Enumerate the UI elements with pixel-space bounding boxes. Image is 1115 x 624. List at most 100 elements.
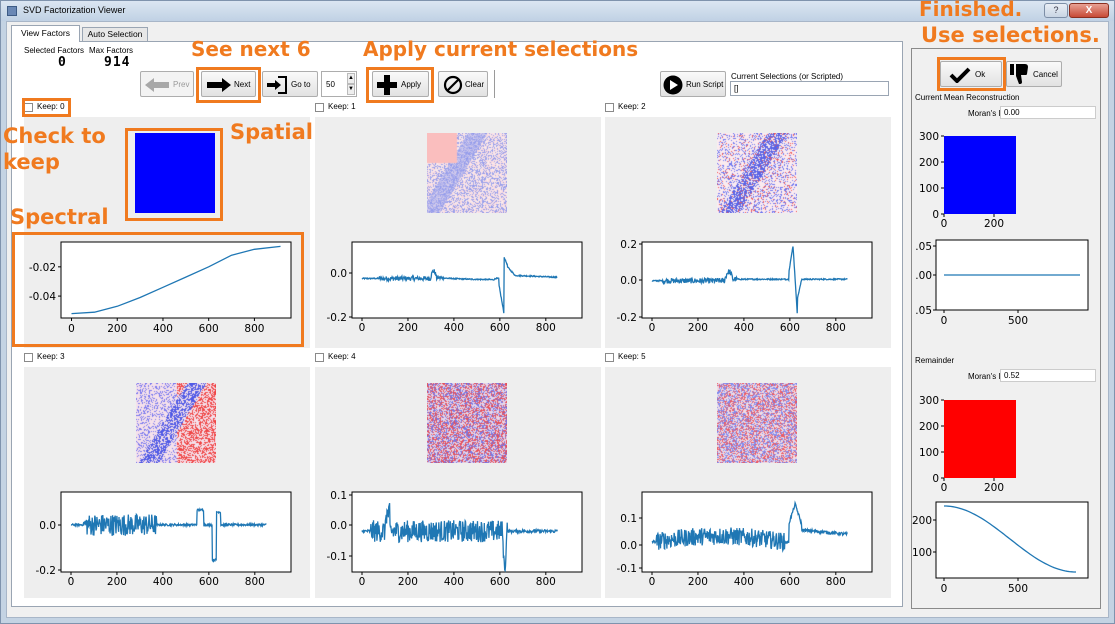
ok-button[interactable]: Ok [940,61,1002,87]
close-button[interactable]: X [1069,3,1109,18]
tab-view-factors[interactable]: View Factors [11,25,80,42]
current-selections-input[interactable]: [] [730,81,889,96]
y-tick-label: 100 [912,547,932,559]
remainder-label: Remainder [915,356,955,365]
max-factors-label: Max Factors [89,46,134,55]
checkmark-icon [949,67,971,83]
spectral-plot-5: 0 200 400 600 800 0.1 0.0 -0.1 [617,491,873,588]
y-tick-label: -0.02 [29,262,56,274]
x-tick-label: 0 [941,315,948,327]
x-tick-label: 200 [688,576,708,588]
spatial-heatmap [944,400,1016,478]
y-tick-label: -0.2 [36,565,57,577]
plus-icon [377,75,397,95]
spectral-plot-2: 0 200 400 600 800 0.2 0.0 -0.2 [617,239,873,334]
prev-button[interactable]: Prev [140,71,194,97]
run-script-button[interactable]: Run Script [660,71,726,97]
y-tick-label: .05 [915,241,932,253]
y-tick-label: 0 [932,209,939,221]
x-tick-label: 400 [734,322,754,334]
remainder-spatial-plot: 300 200 100 00 200 [919,395,1016,494]
x-tick-label: 0 [649,576,656,588]
x-tick-label: 200 [984,218,1004,230]
y-tick-label: 300 [919,395,939,407]
max-factors-count: 914 [104,55,131,70]
title-bar[interactable]: SVD Factorization Viewer ? X [1,1,1114,21]
x-tick-label: 600 [490,576,510,588]
goto-spinbox[interactable]: 50 ▲ ▼ [321,71,357,97]
goto-button[interactable]: Go to [262,71,318,97]
x-tick-label: 0 [941,583,948,595]
x-tick-label: 0 [359,576,366,588]
y-tick-label: 0.0 [620,275,637,287]
series-line [944,505,1076,573]
plot-frame [60,241,292,319]
apply-button[interactable]: Apply [372,71,429,97]
help-button[interactable]: ? [1044,3,1068,18]
y-tick-label: 0.1 [620,513,637,525]
x-tick-label: 200 [688,322,708,334]
clear-button[interactable]: Clear [438,71,488,97]
moran-value-mean[interactable]: 0.00 [1000,106,1096,119]
x-tick-label: 400 [734,576,754,588]
x-tick-label: 0 [359,322,366,334]
arrow-left-icon [145,78,169,92]
x-tick-label: 600 [490,322,510,334]
moran-label-remainder: Moran's I [968,372,1001,381]
series-line [651,500,848,553]
x-tick-label: 200 [398,322,418,334]
x-tick-label: 400 [444,322,464,334]
y-tick-label: 200 [919,157,939,169]
spatial-map-5 [717,383,797,463]
mean-spectral-plot: .05 .00 .05 0 500 [915,239,1089,327]
x-tick-label: 800 [536,322,556,334]
spatial-map-4 [427,383,507,463]
x-tick-label: 600 [199,323,219,335]
play-icon [663,75,683,95]
moran-value-remainder[interactable]: 0.52 [1000,369,1096,382]
x-tick-label: 600 [199,576,219,588]
series-line [70,507,267,563]
apply-label: Apply [401,80,422,89]
run-script-label: Run Script [686,80,724,89]
x-tick-label: 800 [826,322,846,334]
plot-frame [641,491,873,573]
y-tick-label: -0.1 [617,563,638,575]
cancel-label: Cancel [1033,70,1058,79]
mean-reconstruction-label: Current Mean Reconstruction [915,93,1020,102]
toolbar-separator [494,70,495,98]
plot-frame [60,491,292,573]
keep-highlight-box [22,98,71,117]
x-tick-label: 800 [244,323,264,335]
series-line [71,245,281,315]
window-title: SVD Factorization Viewer [23,5,126,15]
tab-auto-selection[interactable]: Auto Selection [82,27,148,42]
y-tick-label: 300 [919,131,939,143]
next-highlight-box [196,67,261,103]
y-tick-label: .05 [915,305,932,317]
x-tick-label: 500 [1008,583,1028,595]
x-tick-label: 600 [780,576,800,588]
app-icon [7,6,17,16]
x-tick-label: 400 [444,576,464,588]
x-tick-label: 600 [780,322,800,334]
y-tick-label: 0.0 [39,520,56,532]
cancel-button[interactable]: Cancel [1006,61,1062,87]
no-entry-icon [443,75,463,95]
spin-down-icon[interactable]: ▼ [347,84,355,95]
goto-icon [267,76,287,94]
annotation-keep: keep [3,150,60,174]
spectral-plot-3: 0 200 400 600 800 0.0 -0.2 [36,491,292,588]
x-tick-label: 0 [649,322,656,334]
spin-up-icon[interactable]: ▲ [347,73,355,84]
next-button[interactable]: Next [201,71,256,97]
spatial-heatmap [944,136,1016,214]
ok-highlight-box [937,57,1006,91]
y-tick-label: 100 [919,183,939,195]
arrow-right-icon [207,78,231,92]
series-line [361,257,558,314]
x-tick-label: 200 [398,576,418,588]
y-tick-label: -0.1 [327,551,348,563]
y-tick-label: -0.2 [617,312,638,324]
annotation-see-next: See next 6 [191,37,311,61]
